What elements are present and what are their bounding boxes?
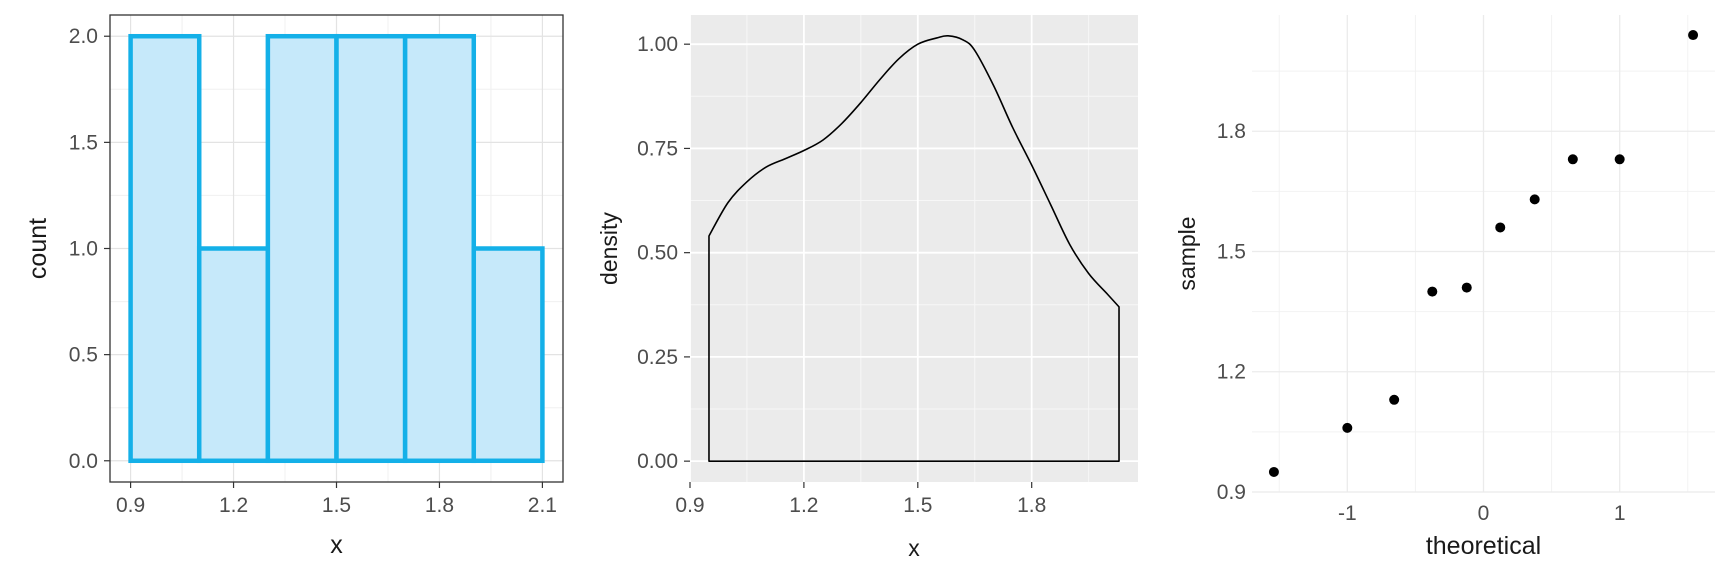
x-tick-label: 1.8 (1017, 494, 1046, 517)
y-tick-label: 1.8 (1217, 120, 1246, 143)
y-tick-label: 0.9 (1217, 481, 1246, 504)
y-axis-title: sample (1174, 216, 1200, 290)
y-tick-label: 0.0 (69, 450, 98, 473)
x-tick-label: 0.9 (116, 494, 145, 517)
sample-point-5 (1461, 282, 1472, 293)
y-tick-label: 0.75 (637, 137, 678, 160)
y-tick-label: 0.5 (69, 344, 98, 367)
sample-point-9 (1614, 154, 1625, 165)
y-tick-label: 1.00 (637, 33, 678, 56)
x-axis-title: x (330, 531, 343, 559)
x-tick-label: 1.2 (219, 494, 248, 517)
histogram-bar-3 (265, 33, 339, 464)
density-curve (708, 34, 1120, 462)
x-tick-label: 1.5 (903, 494, 932, 517)
y-tick-label: 1.2 (1217, 361, 1246, 384)
sample-point-3 (1389, 394, 1400, 405)
y-tick-label: 1.5 (1217, 240, 1246, 263)
x-axis-title: x (908, 535, 920, 561)
x-tick-label: 1 (1614, 502, 1626, 525)
density-panel: 0.9 1.2 1.5 1.8 0.00 0.25 0.50 0.75 1.00 x density (596, 15, 1138, 561)
histogram-bar-6 (471, 246, 545, 464)
histogram-bar-2 (196, 246, 271, 464)
x-tick-label: 1.2 (789, 494, 818, 517)
y-tick-label: 0.50 (637, 242, 678, 265)
qq-panel: -1 0 1 0.9 1.2 1.5 1.8 theoretical sample (1174, 15, 1715, 560)
y-tick-label: 0.25 (637, 346, 678, 369)
x-tick-label: 0.9 (675, 494, 704, 517)
x-tick-label: -1 (1338, 502, 1357, 525)
y-axis-title: count (24, 218, 52, 279)
x-tick-label: 1.8 (425, 494, 454, 517)
x-tick-label: 0 (1478, 502, 1490, 525)
sample-point-10 (1688, 30, 1699, 41)
histogram-bar-5 (402, 33, 477, 464)
y-axis-title: density (596, 212, 622, 285)
sample-point-4 (1427, 286, 1438, 297)
y-tick-label: 2.0 (69, 25, 98, 48)
x-tick-label: 2.1 (528, 494, 557, 517)
sample-point-7 (1529, 194, 1540, 205)
sample-point-1 (1268, 466, 1279, 477)
histogram-bar-4 (334, 33, 408, 464)
sample-point-8 (1567, 154, 1578, 165)
histogram-bar-1 (128, 33, 202, 464)
plot-background (690, 15, 1138, 482)
sample-point-6 (1495, 222, 1506, 233)
histogram-panel: 0.9 1.2 1.5 1.8 2.1 0.0 0.5 1.0 1.5 2.0 x count (24, 14, 564, 559)
x-axis-title: theoretical (1426, 532, 1541, 560)
x-tick-label: 1.5 (322, 494, 351, 517)
sample-point-2 (1342, 422, 1353, 433)
y-tick-label: 1.0 (69, 238, 98, 261)
y-tick-label: 0.00 (637, 450, 678, 473)
y-tick-label: 1.5 (69, 131, 98, 154)
